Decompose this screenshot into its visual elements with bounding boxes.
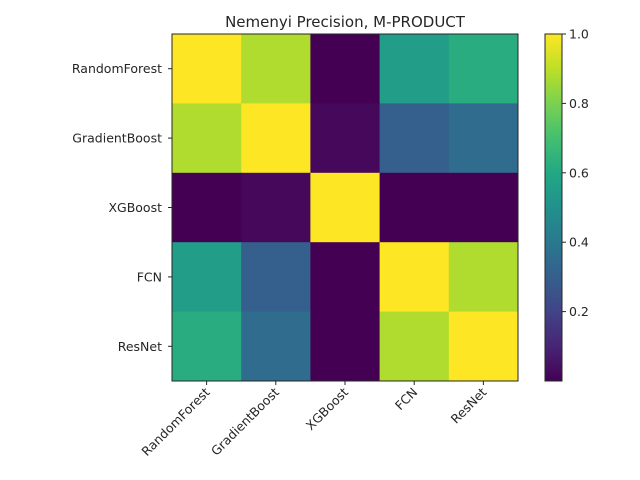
x-tick-label: FCN (392, 385, 420, 413)
heatmap-cell-1-1 (241, 103, 311, 174)
heatmap-cell-0-2 (310, 34, 381, 104)
x-tick-label: XGBoost (303, 384, 352, 433)
colorbar-tick-label: 0.8 (569, 96, 589, 111)
y-tick-label: XGBoost (108, 200, 162, 215)
heatmap-cell-4-2 (310, 311, 381, 382)
heatmap-cell-0-1 (241, 34, 311, 104)
y-tick-labels: RandomForest GradientBoost XGBoost FCN ResNe… (72, 61, 172, 354)
heatmap-cell-0-0 (172, 34, 242, 104)
chart-title: Nemenyi Precision, M-PRODUCT (225, 13, 466, 31)
heatmap-cell-2-1 (241, 172, 311, 243)
heatmap-cell-1-2 (310, 103, 381, 174)
y-tick-label: GradientBoost (72, 131, 162, 146)
heatmap-cell-4-1 (241, 311, 311, 382)
heatmap-cell-2-4 (448, 172, 519, 243)
heatmap-cell-3-1 (241, 242, 311, 313)
heatmap-cell-3-4 (448, 242, 519, 313)
colorbar (545, 34, 562, 381)
colorbar-tick-label: 0.6 (569, 165, 589, 180)
heatmap-cell-1-0 (172, 103, 242, 174)
heatmap-cell-1-4 (448, 103, 519, 174)
heatmap-cell-0-4 (448, 34, 519, 104)
heatmap-cell-4-3 (379, 311, 450, 382)
heatmap-cell-3-3 (379, 242, 450, 313)
y-tick-label: ResNet (118, 339, 162, 354)
colorbar-tick-label: 0.4 (569, 235, 589, 250)
heatmap-cell-1-3 (379, 103, 450, 174)
colorbar-tick-label: 0.2 (569, 304, 589, 319)
y-tick-label: RandomForest (72, 61, 162, 76)
colorbar-frame (544, 33, 563, 382)
heatmap-cell-2-0 (172, 172, 242, 243)
colorbar-tick-label: 1.0 (569, 27, 589, 42)
y-tick-label: FCN (137, 269, 162, 284)
heatmap-cell-3-0 (172, 242, 242, 313)
x-tick-label: ResNet (448, 384, 490, 426)
colorbar-ticks: 0.2 0.4 0.6 0.8 1.0 (562, 27, 589, 319)
heatmap-cell-4-0 (172, 311, 242, 382)
heatmap-cell-4-4 (448, 311, 519, 382)
heatmap-cells (172, 34, 519, 382)
heatmap-cell-2-2 (310, 172, 381, 243)
x-tick-label: GradientBoost (208, 384, 282, 458)
heatmap-cell-2-3 (379, 172, 450, 243)
heatmap-cell-0-3 (379, 34, 450, 104)
heatmap-cell-3-2 (310, 242, 381, 313)
x-tick-label: RandomForest (138, 384, 212, 458)
